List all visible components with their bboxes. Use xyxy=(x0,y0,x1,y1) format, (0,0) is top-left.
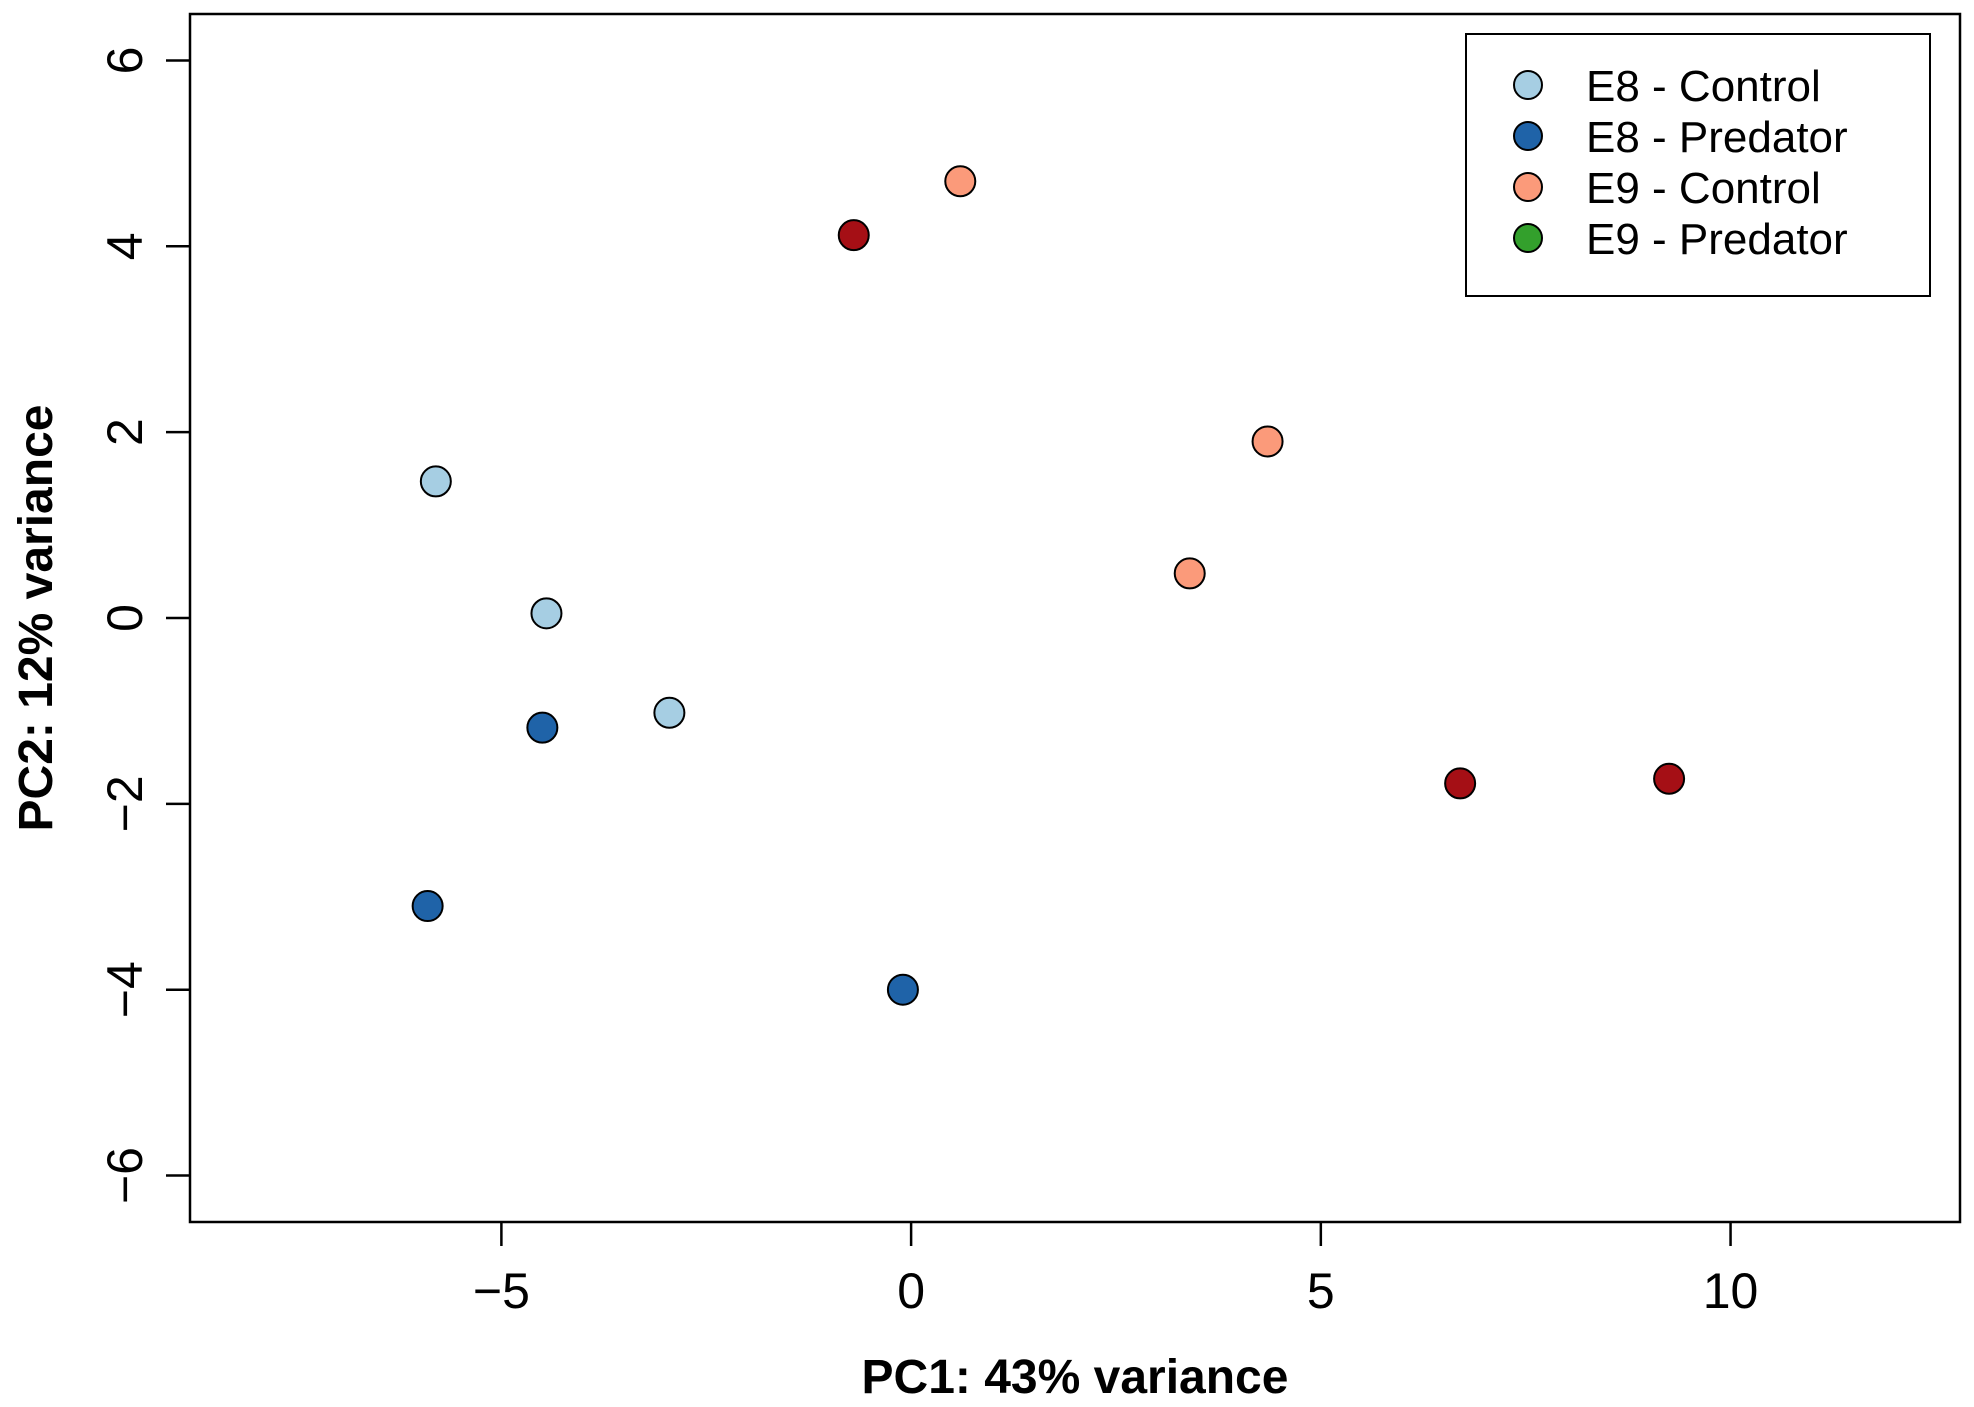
legend-swatch xyxy=(1513,70,1543,100)
data-point xyxy=(1173,557,1206,590)
x-tick-label: 0 xyxy=(897,1263,925,1319)
legend-swatch xyxy=(1513,223,1543,253)
data-point xyxy=(411,890,444,923)
x-tick-label: 10 xyxy=(1703,1263,1759,1319)
x-axis: −5 0 5 10 xyxy=(473,1222,1758,1319)
data-points xyxy=(411,165,1686,1006)
y-tick-label: 0 xyxy=(97,604,153,632)
data-point xyxy=(1653,762,1686,795)
data-point xyxy=(653,696,686,729)
data-point xyxy=(530,597,563,630)
legend-label: E9 - Control xyxy=(1586,164,1821,213)
data-point xyxy=(837,219,870,252)
data-point xyxy=(526,711,559,744)
data-point xyxy=(419,465,452,498)
y-tick-label: −6 xyxy=(97,1147,153,1204)
y-tick-label: −4 xyxy=(97,961,153,1018)
x-tick-label: 5 xyxy=(1307,1263,1335,1319)
legend-label: E8 - Control xyxy=(1586,62,1821,111)
y-tick-label: 6 xyxy=(97,47,153,75)
y-axis-title: PC2: 12% variance xyxy=(10,405,63,832)
legend-swatch xyxy=(1513,172,1543,202)
legend-box xyxy=(1465,33,1931,297)
data-point xyxy=(1444,767,1477,800)
data-point xyxy=(886,973,919,1006)
y-axis: −6 −4 −2 0 2 4 6 xyxy=(97,47,190,1204)
y-tick-label: 4 xyxy=(97,232,153,260)
x-axis-title: PC1: 43% variance xyxy=(862,1351,1289,1404)
y-tick-label: −2 xyxy=(97,775,153,832)
legend-label: E9 - Predator xyxy=(1586,215,1848,264)
legend-label: E8 - Predator xyxy=(1586,113,1848,162)
x-tick-label: −5 xyxy=(473,1263,530,1319)
data-point xyxy=(1251,425,1284,458)
legend-swatch xyxy=(1513,121,1543,151)
data-point xyxy=(944,165,977,198)
y-tick-label: 2 xyxy=(97,418,153,446)
